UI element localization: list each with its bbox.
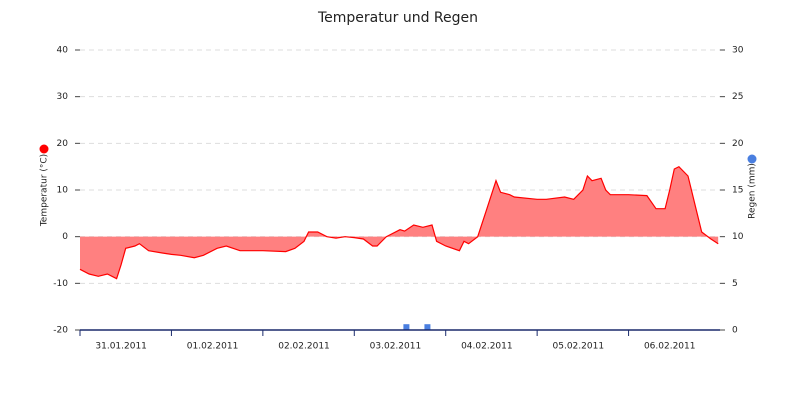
y2-tick-label: 25 xyxy=(732,92,743,102)
y2-tick-label: 15 xyxy=(732,186,743,196)
y2-tick-label: 10 xyxy=(732,232,744,242)
y-tick-label: 20 xyxy=(57,139,69,149)
y2-tick-label: 5 xyxy=(732,279,738,289)
x-tick-label: 02.02.2011 xyxy=(278,342,330,352)
rain-point xyxy=(403,324,410,331)
legend-marker xyxy=(747,154,757,164)
legend-marker xyxy=(39,144,49,154)
x-tick-label: 01.02.2011 xyxy=(187,342,239,352)
y2-tick-label: 30 xyxy=(732,46,744,56)
y-axis-title: Temperatur (°C) xyxy=(40,154,50,227)
y-tick-label: -10 xyxy=(53,279,68,289)
rain-point xyxy=(424,324,431,331)
x-tick-label: 03.02.2011 xyxy=(370,342,422,352)
x-tick-label: 31.01.2011 xyxy=(95,342,147,352)
y2-axis-title: Regen (mm) xyxy=(748,163,758,219)
y2-tick-label: 0 xyxy=(732,326,738,336)
y-tick-label: 0 xyxy=(62,232,68,242)
x-tick-label: 04.02.2011 xyxy=(461,342,513,352)
y-tick-label: 40 xyxy=(57,46,69,56)
y-tick-label: -20 xyxy=(53,326,68,336)
x-tick-label: 06.02.2011 xyxy=(644,342,696,352)
chart-title: Temperatur und Regen xyxy=(317,10,478,26)
y2-tick-label: 20 xyxy=(732,139,744,149)
temperature-line xyxy=(79,165,719,280)
x-tick-label: 05.02.2011 xyxy=(553,342,605,352)
y-tick-label: 30 xyxy=(57,92,69,102)
y-tick-label: 10 xyxy=(57,186,69,196)
temperature-area xyxy=(80,166,719,279)
